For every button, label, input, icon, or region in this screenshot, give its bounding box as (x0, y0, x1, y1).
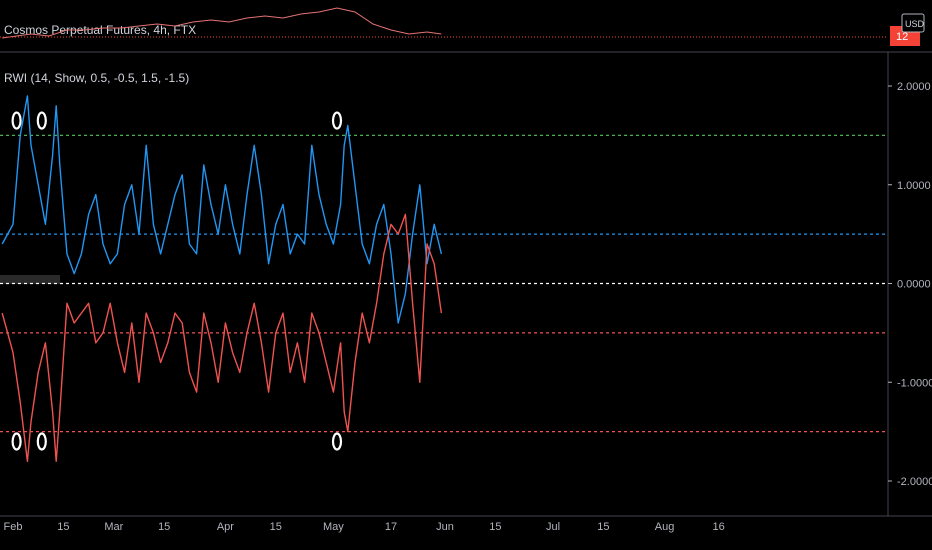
x-tick-label-2: Mar (104, 521, 123, 533)
lower-marker-2 (331, 432, 343, 451)
x-tick-label-0: Feb (4, 521, 23, 533)
lower-marker-0 (11, 432, 22, 451)
x-tick-label-7: 17 (385, 521, 397, 533)
upper-marker-1 (36, 111, 47, 130)
x-tick-label-11: 15 (597, 521, 609, 533)
indicator-pane[interactable]: RWI (14, Show, 0.5, -0.5, 1.5, -1.5) (0, 71, 888, 462)
x-tick-label-13: 16 (712, 521, 724, 533)
series-lines (1, 95, 443, 462)
x-tick-label-3: 15 (158, 521, 170, 533)
x-tick-label-1: 15 (57, 521, 69, 533)
x-tick-label-10: Jul (546, 521, 560, 533)
y-tick-label-0: 2.0000 (897, 81, 931, 93)
y-tick-label-2: 0.0000 (897, 279, 931, 291)
price-sparkline (2, 7, 442, 39)
time-axis[interactable]: Feb 15 Mar 15 Apr 15 May 17 Jun 15 Jul 15 Aug 16 (4, 521, 725, 533)
y-tick-label-4: -2.0000 (897, 476, 932, 488)
x-tick-label-5: 15 (270, 521, 282, 533)
x-tick-label-12: Aug (655, 521, 675, 533)
x-tick-label-6: May (323, 521, 344, 533)
series-line-0 (1, 95, 443, 324)
x-tick-label-9: 15 (489, 521, 501, 533)
currency-button[interactable] (901, 13, 925, 33)
upper-marker-2 (331, 111, 343, 130)
level-lines (0, 134, 888, 433)
extreme-markers (11, 111, 343, 451)
lower-marker-1 (36, 432, 47, 451)
price-pane[interactable]: Cosmos Perpetual Futures, 4h, FTX 12 USD (0, 7, 925, 46)
y-tick-label-1: 1.0000 (897, 180, 931, 192)
price-badge-label: 12 (896, 31, 908, 43)
price-scale[interactable]: 2.0000 1.0000 0.0000 -1.0000 -2.0000 (888, 81, 932, 488)
symbol-title: Cosmos Perpetual Futures, 4h, FTX (4, 23, 196, 37)
y-tick-label-3: -1.0000 (897, 377, 932, 389)
x-tick-label-8: Jun (436, 521, 454, 533)
series-line-1 (1, 213, 443, 462)
indicator-label: RWI (14, Show, 0.5, -0.5, 1.5, -1.5) (4, 71, 189, 85)
currency-label: USD (905, 19, 925, 29)
x-tick-label-4: Apr (217, 521, 234, 533)
zero-band (0, 275, 60, 284)
upper-marker-0 (11, 111, 22, 130)
